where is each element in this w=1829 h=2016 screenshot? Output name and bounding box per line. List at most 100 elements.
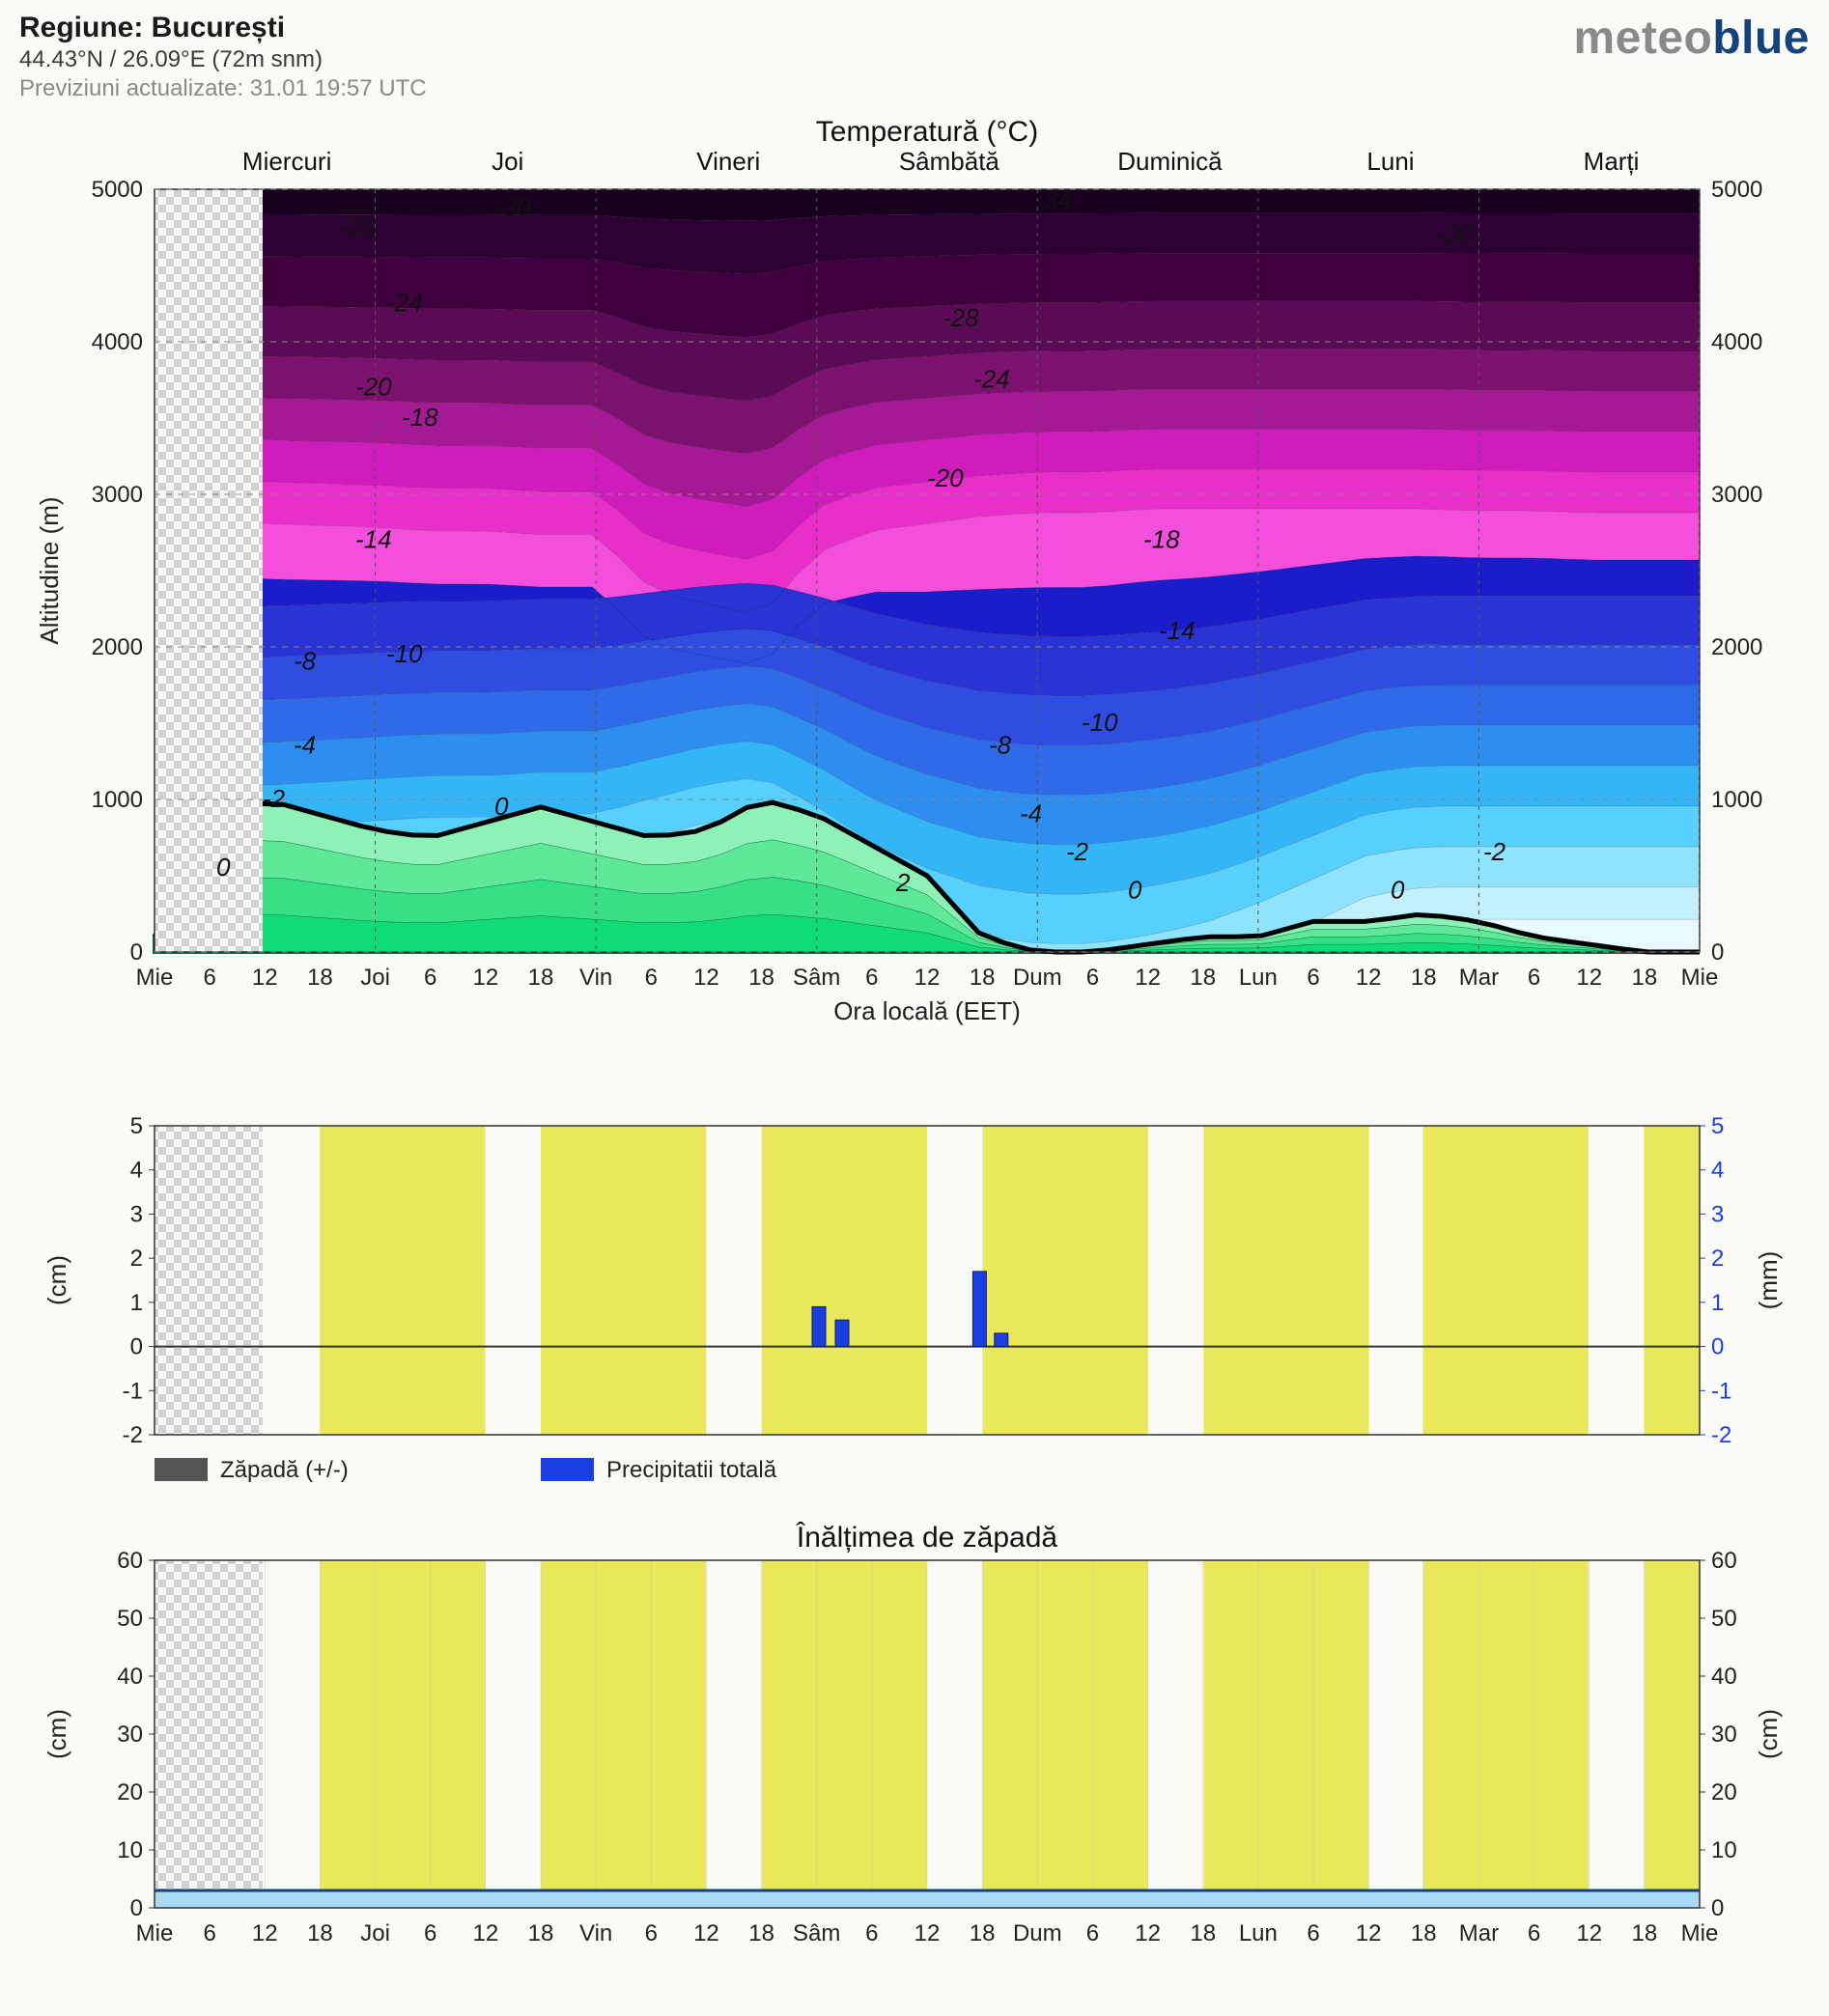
svg-text:-10: -10 [386,639,423,668]
svg-text:-2: -2 [1483,837,1506,866]
svg-text:18: 18 [1411,1920,1437,1946]
svg-text:-14: -14 [1159,616,1196,645]
svg-text:Mie: Mie [1681,1920,1719,1946]
svg-text:6: 6 [645,965,658,991]
svg-text:1000: 1000 [1711,787,1762,813]
logo-left: meteo [1573,13,1712,64]
svg-text:-28: -28 [943,303,979,332]
svg-text:0: 0 [130,1334,143,1360]
svg-text:6: 6 [203,965,215,991]
svg-text:Marți: Marți [1584,147,1640,176]
svg-text:Mie: Mie [136,1920,174,1946]
svg-text:18: 18 [1632,965,1658,991]
svg-text:3: 3 [130,1201,143,1227]
svg-text:Lun: Lun [1239,965,1278,991]
svg-text:-4: -4 [1020,799,1042,828]
svg-text:-10: -10 [1082,708,1118,737]
svg-text:12: 12 [1135,965,1161,991]
svg-text:12: 12 [1576,965,1602,991]
svg-text:-24: -24 [386,288,423,317]
svg-text:12: 12 [914,965,941,991]
svg-text:Înălțimea de zăpadă: Înălțimea de zăpadă [796,1522,1058,1554]
svg-text:6: 6 [1307,1920,1319,1946]
svg-text:-24: -24 [973,364,1010,393]
svg-text:18: 18 [748,1920,774,1946]
svg-text:18: 18 [1190,1920,1216,1946]
svg-text:18: 18 [1190,965,1216,991]
svg-text:-4: -4 [294,731,316,760]
svg-text:-34: -34 [1035,185,1072,214]
svg-text:6: 6 [1528,1920,1540,1946]
svg-text:(mm): (mm) [1754,1251,1783,1310]
svg-text:5000: 5000 [1711,177,1762,203]
svg-text:6: 6 [1086,1920,1099,1946]
svg-text:Sâm: Sâm [793,965,840,991]
svg-text:-30: -30 [494,193,531,222]
svg-text:Duminică: Duminică [1117,147,1223,176]
svg-text:Lun: Lun [1239,1920,1278,1946]
svg-text:12: 12 [473,1920,499,1946]
svg-text:2: 2 [1711,1246,1724,1272]
svg-text:6: 6 [203,1920,215,1946]
svg-text:-20: -20 [927,463,964,492]
svg-text:18: 18 [1411,965,1437,991]
svg-text:Temperatură (°C): Temperatură (°C) [816,116,1038,148]
svg-text:Mar: Mar [1459,1920,1499,1946]
svg-text:0: 0 [216,853,231,882]
svg-text:0: 0 [494,792,509,821]
svg-text:Ora locală (EET): Ora locală (EET) [833,996,1021,1025]
svg-text:Joi: Joi [360,1920,390,1946]
header: Regiune: București 44.43°N / 26.09°E (72… [19,12,1810,102]
svg-text:-2: -2 [1066,837,1089,866]
svg-text:12: 12 [1576,1920,1602,1946]
svg-text:12: 12 [693,1920,719,1946]
svg-text:-18: -18 [402,403,438,432]
svg-text:Altitudine (m): Altitudine (m) [35,496,64,644]
svg-text:3: 3 [1711,1201,1724,1227]
svg-text:12: 12 [473,965,499,991]
svg-text:50: 50 [117,1606,143,1632]
updated: Previziuni actualizate: 31.01 19:57 UTC [19,75,427,102]
svg-text:18: 18 [307,965,333,991]
svg-text:Dum: Dum [1013,1920,1062,1946]
svg-text:Mie: Mie [136,965,174,991]
svg-text:0: 0 [1391,876,1405,905]
svg-text:5: 5 [1711,1113,1724,1139]
svg-text:6: 6 [1307,965,1319,991]
svg-text:6: 6 [1086,965,1099,991]
svg-text:Vin: Vin [579,965,612,991]
svg-text:12: 12 [1135,1920,1161,1946]
svg-text:-8: -8 [989,731,1012,760]
svg-text:6: 6 [1528,965,1540,991]
svg-text:(cm): (cm) [42,1255,71,1305]
svg-text:-30: -30 [1437,219,1474,248]
svg-text:0: 0 [130,1895,143,1921]
svg-text:18: 18 [528,1920,554,1946]
svg-text:6: 6 [424,965,436,991]
svg-text:6: 6 [865,1920,878,1946]
logo-right: blue [1712,13,1810,64]
svg-text:1: 1 [1711,1290,1724,1316]
svg-text:12: 12 [252,965,278,991]
svg-text:Mie: Mie [1681,965,1719,991]
svg-text:1000: 1000 [92,787,143,813]
svg-text:2000: 2000 [1711,634,1762,660]
svg-text:Joi: Joi [360,965,390,991]
svg-text:6: 6 [865,965,878,991]
svg-text:3000: 3000 [1711,482,1762,508]
svg-text:2: 2 [895,868,911,897]
svg-text:4000: 4000 [92,329,143,355]
svg-text:-2: -2 [1711,1422,1731,1448]
svg-text:-2: -2 [263,784,286,813]
svg-text:4: 4 [130,1158,143,1184]
svg-text:Vin: Vin [579,1920,612,1946]
svg-text:10: 10 [1711,1837,1737,1863]
svg-text:-2: -2 [123,1422,143,1448]
svg-text:0: 0 [1128,876,1142,905]
coords: 44.43°N / 26.09°E (72m snm) [19,46,427,73]
svg-text:20: 20 [117,1779,143,1806]
svg-text:Dum: Dum [1013,965,1062,991]
svg-text:18: 18 [970,1920,996,1946]
svg-text:0: 0 [1711,1334,1724,1360]
svg-text:-18: -18 [1143,524,1180,553]
